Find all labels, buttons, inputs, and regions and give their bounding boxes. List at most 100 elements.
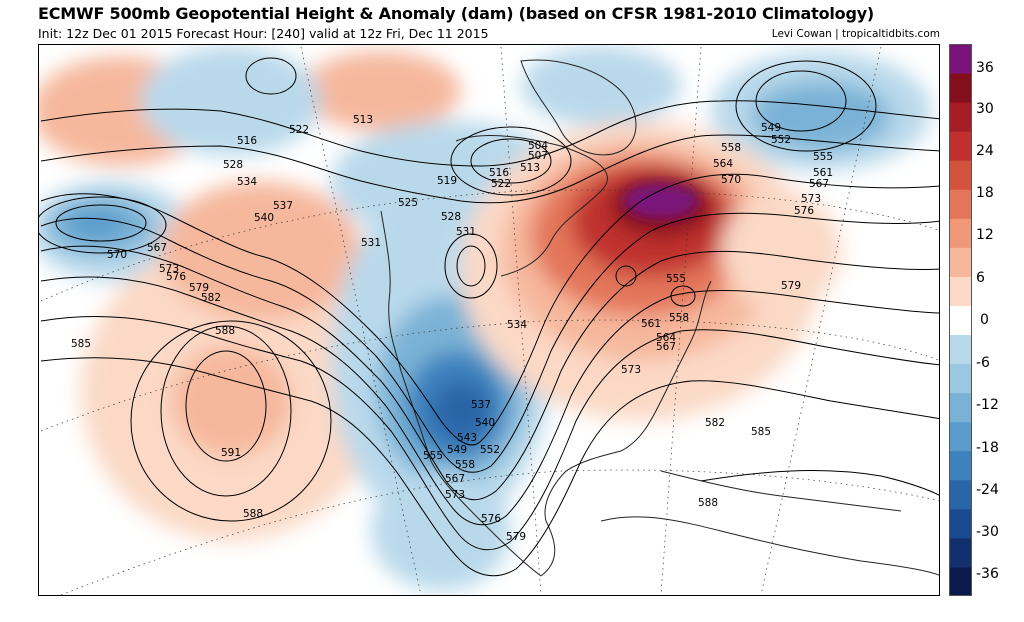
anomaly-positive <box>721 191 841 311</box>
anomaly-shading <box>39 46 931 591</box>
colorbar-swatch <box>949 131 972 161</box>
contour-line <box>40 173 939 446</box>
greenland <box>520 59 637 156</box>
contour-label: 558 <box>721 142 741 154</box>
contour-label: 528 <box>441 211 461 223</box>
contour-line <box>670 285 696 307</box>
anomaly-positive <box>301 51 461 131</box>
contour-label: 549 <box>761 122 781 134</box>
contour-label: 540 <box>254 212 274 224</box>
credit-text: Levi Cowan | tropicaltidbits.com <box>771 28 940 40</box>
colorbar-label: 12 <box>976 227 994 243</box>
contour-label: 504 <box>528 140 548 152</box>
contour-line <box>185 350 267 462</box>
contour-labels: 513 516 522 528 534 537 540 567 570 573 … <box>71 114 833 543</box>
forecast-info: Init: 12z Dec 01 2015 Forecast Hour: [24… <box>38 26 489 41</box>
contour-line <box>456 245 486 287</box>
colorbar-label: -36 <box>976 566 999 582</box>
contour-label: 537 <box>273 200 293 212</box>
contour-line <box>444 233 498 299</box>
contour-label: 582 <box>201 292 221 304</box>
contour-label: 528 <box>223 159 243 171</box>
contour-label: 567 <box>809 178 829 190</box>
colorbar-label: -24 <box>976 482 999 498</box>
colorbar-swatch <box>949 218 972 248</box>
contour-label: 537 <box>471 399 491 411</box>
colorbar-label: -18 <box>976 440 999 456</box>
contour-label: 564 <box>713 158 733 170</box>
graticule <box>40 46 939 595</box>
south-america-coast <box>600 516 939 576</box>
contour-label: 576 <box>794 205 814 217</box>
colorbar-swatch <box>949 479 972 510</box>
colorbar-blocks <box>949 44 972 596</box>
map-title: ECMWF 500mb Geopotential Height & Anomal… <box>38 4 875 23</box>
east-coast <box>540 280 712 577</box>
map-canvas: 513 516 522 528 534 537 540 567 570 573 … <box>39 46 939 595</box>
contour-label: 531 <box>361 237 381 249</box>
contour-label: 555 <box>423 450 443 462</box>
contour-label: 570 <box>107 249 127 261</box>
contour-line <box>40 245 939 501</box>
colorbar-label: -6 <box>976 355 990 371</box>
contour-label: 570 <box>721 174 741 186</box>
contour-label: 585 <box>751 426 771 438</box>
contour-label: 588 <box>243 508 263 520</box>
contour-line <box>470 138 552 184</box>
colorbar-swatch <box>949 160 972 190</box>
hudson-bay <box>455 135 608 277</box>
colorbar-swatch <box>949 189 972 219</box>
anomaly-negative <box>66 208 126 238</box>
colorbar-swatch <box>949 334 972 365</box>
contour-label: 573 <box>801 193 821 205</box>
contour-line <box>40 134 939 204</box>
contour-label: 567 <box>147 242 167 254</box>
anomaly-negative <box>521 46 681 126</box>
contour-label: 561 <box>813 167 833 179</box>
contour-line <box>40 357 939 577</box>
contour-label: 579 <box>506 531 526 543</box>
colorbar <box>949 44 972 596</box>
colorbar-swatch <box>949 102 972 132</box>
west-coast <box>380 210 542 577</box>
contour-line <box>700 470 939 496</box>
anomaly-negative <box>431 381 491 441</box>
anomaly-positive <box>171 346 291 456</box>
contour-label: 591 <box>221 447 241 459</box>
colorbar-label: 36 <box>976 60 994 76</box>
contour-line <box>615 265 637 287</box>
anomaly-negative <box>141 46 321 156</box>
contour-line <box>39 196 167 254</box>
colorbar-swatch <box>949 392 972 423</box>
contour-label: 513 <box>353 114 373 126</box>
contour-label: 567 <box>445 473 465 485</box>
contour-label: 555 <box>813 151 833 163</box>
contour-label: 522 <box>491 178 511 190</box>
colorbar-swatch <box>949 450 972 481</box>
contour-label: 582 <box>705 417 725 429</box>
contour-line <box>40 276 939 526</box>
contour-label: 564 <box>656 332 676 344</box>
contour-label: 558 <box>669 312 689 324</box>
colorbar-swatch <box>949 247 972 277</box>
contour-label: 552 <box>480 444 500 456</box>
contour-label: 531 <box>456 226 476 238</box>
contour-label: 576 <box>481 513 501 525</box>
contour-label: 552 <box>771 134 791 146</box>
colorbar-swatch <box>949 305 972 336</box>
colorbar-label: 6 <box>976 270 985 286</box>
colorbar-label: 0 <box>980 312 989 328</box>
anomaly-negative <box>751 81 891 151</box>
contour-label: 567 <box>656 341 676 353</box>
contour-line <box>40 315 939 551</box>
colorbar-label: -12 <box>976 397 999 413</box>
contour-label: 555 <box>666 273 686 285</box>
coastlines <box>380 59 939 577</box>
anomaly-max <box>623 183 699 219</box>
contour-label: 516 <box>489 167 509 179</box>
contour-line <box>160 325 292 497</box>
contour-line <box>450 126 572 196</box>
contour-line <box>245 57 297 95</box>
colorbar-swatch <box>949 44 972 74</box>
contour-label: 588 <box>698 497 718 509</box>
